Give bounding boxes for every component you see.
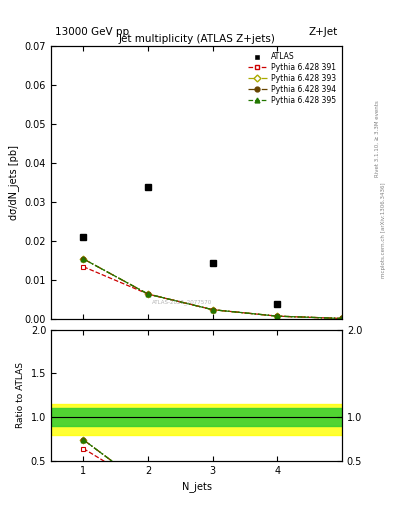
Y-axis label: Ratio to ATLAS: Ratio to ATLAS	[16, 362, 25, 428]
Title: Jet multiplicity (ATLAS Z+jets): Jet multiplicity (ATLAS Z+jets)	[118, 34, 275, 44]
Legend: ATLAS, Pythia 6.428 391, Pythia 6.428 393, Pythia 6.428 394, Pythia 6.428 395: ATLAS, Pythia 6.428 391, Pythia 6.428 39…	[246, 50, 338, 107]
Text: ATLAS-2022_2077570: ATLAS-2022_2077570	[152, 299, 212, 305]
Text: Z+Jet: Z+Jet	[309, 27, 338, 37]
Text: Rivet 3.1.10, ≥ 3.3M events: Rivet 3.1.10, ≥ 3.3M events	[375, 100, 380, 177]
Y-axis label: dσ/dN_jets [pb]: dσ/dN_jets [pb]	[8, 145, 19, 220]
Text: mcplots.cern.ch [arXiv:1306.3436]: mcplots.cern.ch [arXiv:1306.3436]	[381, 183, 386, 278]
Text: 13000 GeV pp: 13000 GeV pp	[55, 27, 129, 37]
X-axis label: N_jets: N_jets	[182, 481, 211, 492]
